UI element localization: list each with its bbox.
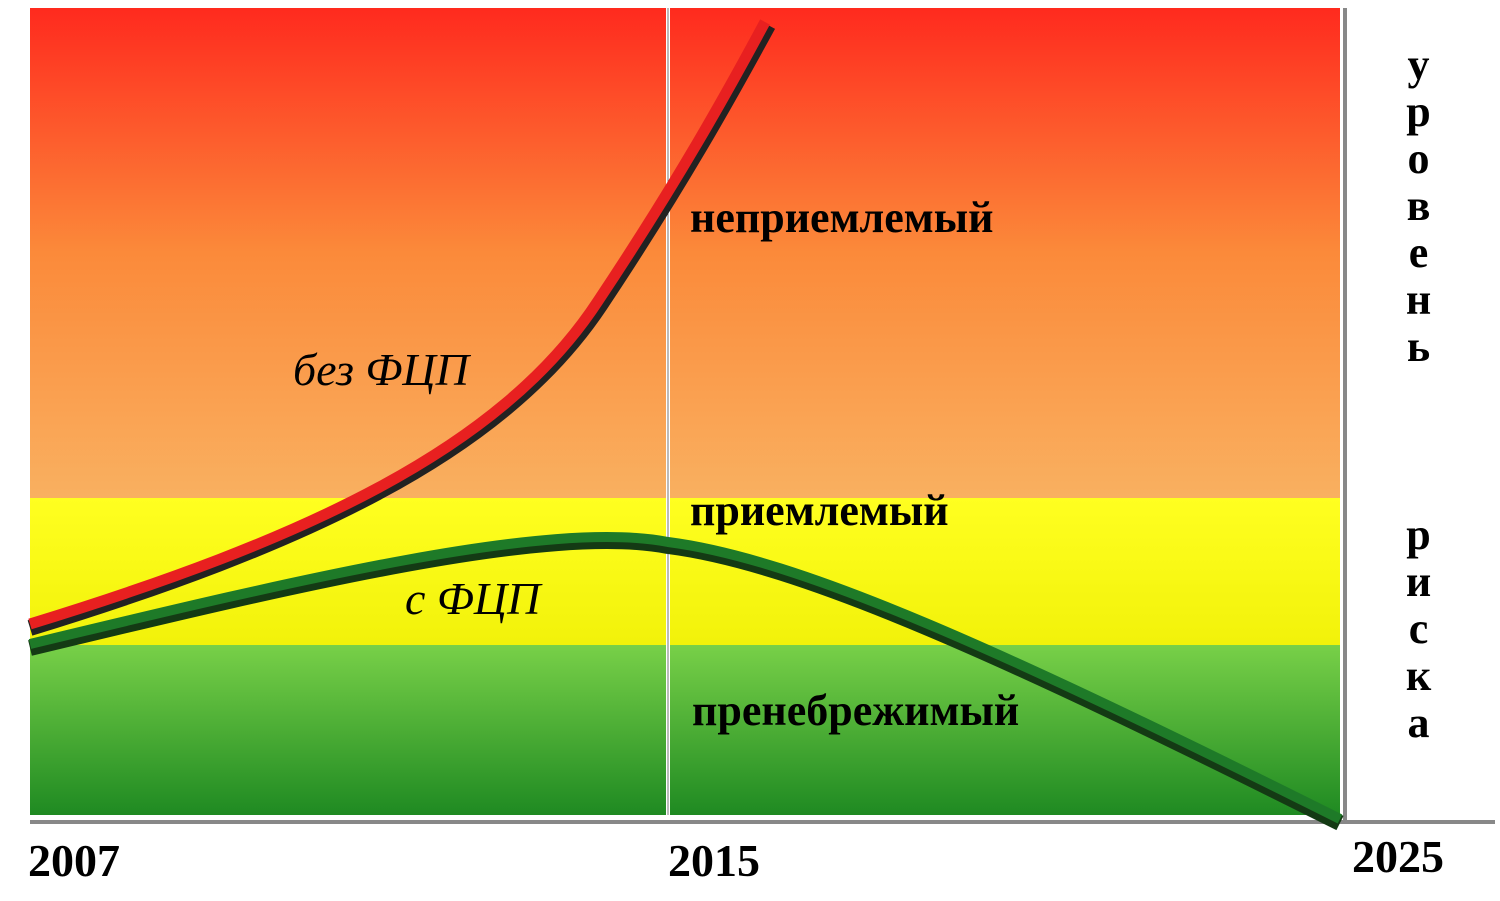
zone-unacceptable: [30, 8, 1340, 498]
zone-label: неприемлемый: [690, 193, 993, 242]
curve-label: с ФЦП: [405, 573, 543, 624]
zone-label: приемлемый: [690, 486, 949, 535]
axis-label: 2015: [668, 835, 760, 886]
side-label: уровень: [1394, 40, 1443, 369]
axis-label: 2025: [1352, 831, 1444, 882]
curve-without: [28, 19, 770, 630]
zone-label: пренебрежимый: [692, 686, 1019, 735]
zone-acceptable: [30, 498, 1340, 645]
axis-label: 2007: [28, 835, 120, 886]
curve-with: [28, 531, 1343, 824]
curve-label: без ФЦП: [293, 344, 472, 395]
zone-negligible: [30, 645, 1340, 815]
side-label: риска: [1394, 510, 1443, 745]
